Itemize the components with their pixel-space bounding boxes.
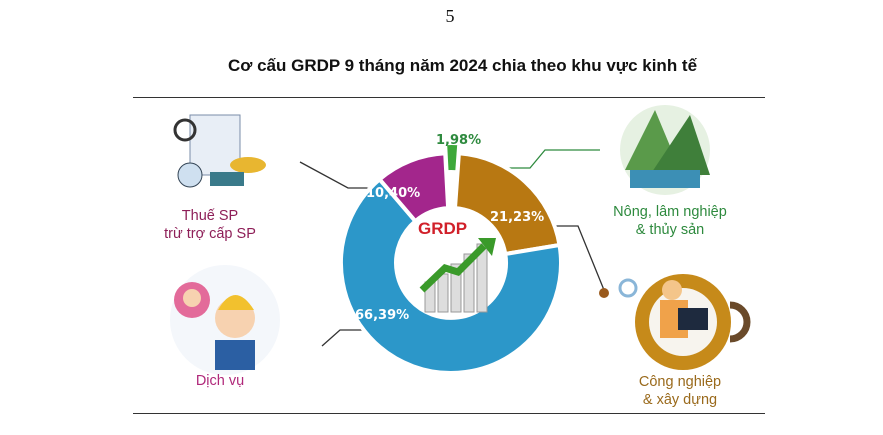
legend-agri: Nông, lâm nghiệp & thủy sản [613,204,727,238]
legend-industry: Công nghiệp & xây dựng [638,374,722,408]
services-illustration-icon [170,265,280,375]
slice-label-tax: 10,40% [366,186,421,201]
center-label: GRDP [418,219,468,238]
growth-chart-icon [419,238,496,313]
bottom-divider [133,413,765,414]
slice-label-industry: 21,23% [490,210,545,225]
slice-label-agri: 1,98% [436,133,482,148]
agri-illustration-icon [620,105,710,195]
page-number: 5 [445,6,455,26]
chart-title: Cơ cấu GRDP 9 tháng năm 2024 chia theo k… [228,56,698,75]
slice-label-services: 66,39% [355,308,410,323]
industry-illustration-icon [618,274,751,370]
legend-services: Dịch vụ [195,373,245,389]
leader-line-industry [555,225,605,291]
legend-tax: Thuế SP trừ trợ cấp SP [164,208,256,242]
tax-illustration-icon [173,114,266,188]
leader-dot-industry [599,288,609,298]
top-divider [133,97,765,98]
